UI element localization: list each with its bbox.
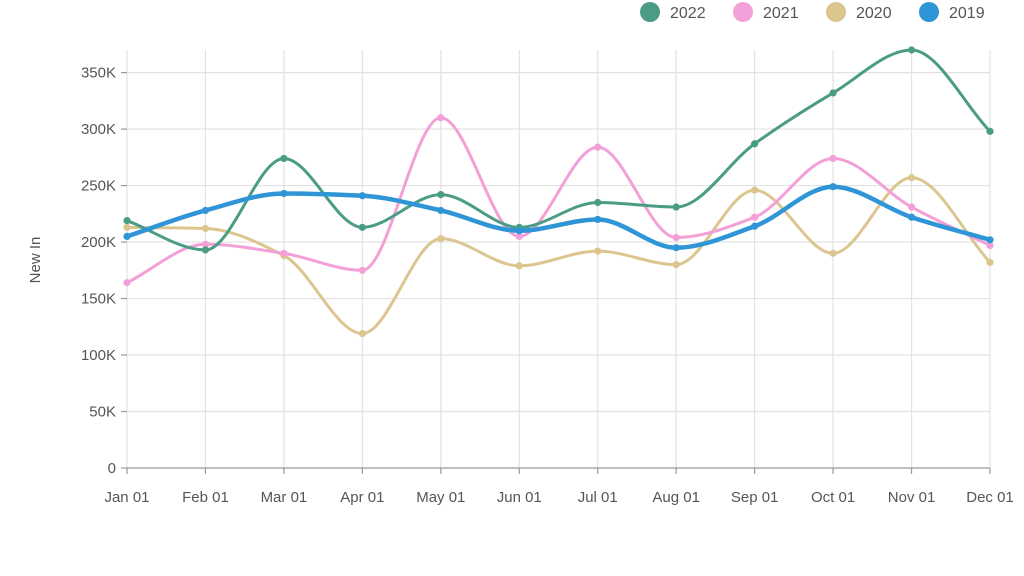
series-2019-point[interactable] [437,206,445,215]
series-2021-point[interactable] [280,249,288,257]
series-2021-point[interactable] [123,279,131,287]
series-2020-point[interactable] [751,186,759,194]
series-2019 [123,183,994,252]
series-2020-point[interactable] [515,262,523,270]
series-2021 [123,114,994,287]
legend-item-2021[interactable]: 2021 [733,2,799,22]
series-2022-point[interactable] [358,223,366,231]
series-2020-point[interactable] [123,223,131,231]
y-axis-title: New In [27,237,44,284]
series-2022-point[interactable] [751,140,759,148]
series-2019-point[interactable] [751,222,759,230]
y-tick-label: 200K [81,234,116,251]
legend-swatch [733,2,753,22]
x-tick-label: Aug 01 [652,489,700,506]
y-tick-label: 350K [81,65,116,82]
x-tick-label: Dec 01 [966,489,1014,506]
series-2019-point[interactable] [829,183,837,191]
series-2021-point[interactable] [829,154,837,163]
y-tick-label: 150K [81,291,116,308]
x-tick-label: Nov 01 [888,489,936,506]
legend-label: 2022 [670,5,706,22]
series-2019-point[interactable] [280,189,288,198]
legend-label: 2020 [856,5,892,22]
series-2022-point[interactable] [437,191,445,199]
legend-swatch [826,2,846,22]
legend: 2022 2021 2020 2019 [640,2,985,22]
legend-label: 2021 [763,5,799,22]
x-tick-label: Mar 01 [261,489,308,506]
x-tick-label: Jun 01 [497,489,542,506]
series-2020-point[interactable] [672,261,680,269]
series-2022 [123,46,994,254]
x-tick-label: Sep 01 [731,489,779,506]
series-2020-point[interactable] [986,258,994,266]
y-tick-label: 300K [81,121,116,138]
x-tick-label: Oct 01 [811,489,855,506]
series-2022-point[interactable] [201,246,210,254]
series-2019-line [124,184,993,250]
series-2022-point[interactable] [123,216,131,225]
y-tick-label: 250K [81,178,116,195]
series-2019-point[interactable] [358,192,366,200]
series-2022-point[interactable] [829,89,837,97]
series-2020-point[interactable] [201,224,210,233]
x-tick-label: Feb 01 [182,489,229,506]
legend-item-2019[interactable]: 2019 [919,2,985,22]
series-2022-point[interactable] [594,198,602,207]
y-tick-label: 0 [108,460,116,477]
series-2021-point[interactable] [907,203,916,211]
series-2021-point[interactable] [515,232,523,241]
series-2019-point[interactable] [594,215,602,224]
x-tick-label: Jan 01 [104,489,149,506]
series-2020-point[interactable] [829,249,837,257]
series-2019-point[interactable] [515,227,523,235]
series-2019-point[interactable] [201,206,210,215]
series-2020-point[interactable] [437,235,445,243]
series-2021-point[interactable] [358,266,366,274]
series-2021-point[interactable] [201,240,210,248]
series-2022-point[interactable] [672,203,680,211]
series-2019-point[interactable] [907,213,916,221]
series-2022-point[interactable] [986,127,994,135]
axes: Jan 01 Feb 01 Mar 01 Apr 01 May 01 Jun 01 Jul … [81,65,1014,506]
series-2021-point[interactable] [751,213,759,221]
x-tick-label: May 01 [416,489,465,506]
series-2019-point[interactable] [672,244,680,252]
series-2020-point[interactable] [358,329,366,338]
series-2020-point[interactable] [907,174,916,182]
series-2022-line [125,48,992,252]
legend-label: 2019 [949,5,985,22]
series-2020-line [125,176,992,336]
grid-lines [126,50,991,468]
series-2022-point[interactable] [907,46,916,54]
legend-item-2020[interactable]: 2020 [826,2,892,22]
series-2019-point[interactable] [123,232,131,241]
series-2019-point[interactable] [986,236,994,244]
legend-item-2022[interactable]: 2022 [640,2,706,22]
x-tick-label: Jul 01 [578,489,618,506]
series-2020-point[interactable] [594,247,602,255]
legend-swatch [919,2,939,22]
series-2021-point[interactable] [594,143,602,151]
series-2021-point[interactable] [986,241,994,250]
x-tick-label: Apr 01 [340,489,384,506]
series-lines [123,46,994,338]
y-tick-label: 50K [89,404,116,421]
series-2022-point[interactable] [280,154,288,163]
series-2021-point[interactable] [437,114,445,122]
y-tick-label: 100K [81,347,116,364]
series-2021-point[interactable] [672,233,680,242]
legend-swatch [640,2,660,22]
